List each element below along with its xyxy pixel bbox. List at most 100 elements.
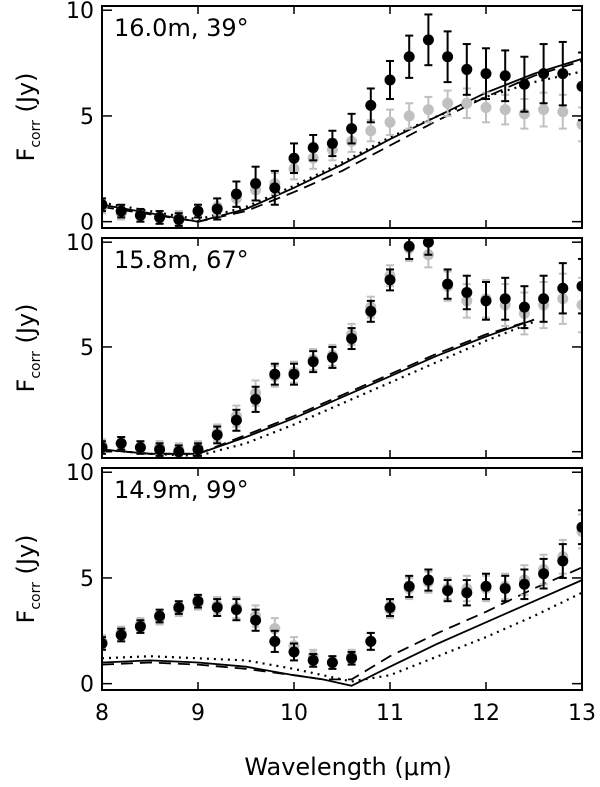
data-point xyxy=(518,78,530,90)
data-point xyxy=(326,351,338,363)
data-point xyxy=(346,652,358,664)
data-point xyxy=(269,182,281,194)
data-point xyxy=(442,97,454,109)
data-point xyxy=(480,295,492,307)
data-point xyxy=(346,333,358,345)
axes-frame xyxy=(101,5,583,229)
y-tick-label: 10 xyxy=(66,461,94,486)
data-point xyxy=(250,614,262,626)
data-point xyxy=(288,368,300,380)
x-tick-label: 10 xyxy=(280,701,308,726)
data-point xyxy=(230,604,242,616)
data-point xyxy=(365,99,377,111)
data-point xyxy=(538,568,550,580)
data-point xyxy=(173,602,185,614)
plot-area xyxy=(102,509,582,687)
data-point xyxy=(346,123,358,135)
axes-frame xyxy=(101,467,583,691)
data-point xyxy=(102,637,108,649)
data-point xyxy=(422,238,434,248)
data-point xyxy=(576,280,582,292)
data-point xyxy=(518,301,530,313)
data-point xyxy=(230,414,242,426)
data-point xyxy=(538,293,550,305)
data-point xyxy=(134,442,146,454)
model-curve-solid xyxy=(102,318,535,455)
model-curve-solid xyxy=(102,579,582,687)
data-point xyxy=(307,654,319,666)
y-tick-label: 5 xyxy=(80,105,94,130)
data-point xyxy=(499,70,511,82)
x-tick-label: 8 xyxy=(95,701,109,726)
data-point xyxy=(557,282,569,294)
data-point xyxy=(115,437,127,449)
data-point xyxy=(326,137,338,149)
data-point xyxy=(557,68,569,80)
data-point xyxy=(422,574,434,586)
panel-1: 0 5 10 16.0m, 39° Fcorr (Jy) xyxy=(12,0,583,236)
y-tick-label: 0 xyxy=(80,211,94,236)
data-point xyxy=(173,446,185,458)
data-point xyxy=(480,68,492,80)
data-point xyxy=(557,106,569,118)
y-tick-label: 10 xyxy=(66,0,94,24)
data-point xyxy=(403,240,415,252)
data-point xyxy=(384,274,396,286)
data-point xyxy=(442,51,454,63)
data-point xyxy=(230,188,242,200)
model-curve-dashed xyxy=(102,318,535,455)
panels: 0 5 10 16.0m, 39° Fcorr (Jy) 0 5 10 15.8m, 67° Fc… xyxy=(12,0,596,726)
data-point xyxy=(307,142,319,154)
y-axis-label: Fcorr (Jy) xyxy=(12,73,44,162)
data-point xyxy=(192,595,204,607)
y-tick-label: 5 xyxy=(80,567,94,592)
data-point xyxy=(518,578,530,590)
data-point xyxy=(403,110,415,122)
data-point xyxy=(557,555,569,567)
data-point xyxy=(384,74,396,86)
data-point xyxy=(461,587,473,599)
data-point xyxy=(461,63,473,75)
panel-2: 0 5 10 15.8m, 67° Fcorr (Jy) xyxy=(12,231,583,466)
panel-label: 16.0m, 39° xyxy=(114,14,249,42)
data-point xyxy=(576,80,582,92)
data-point xyxy=(102,442,108,454)
data-point xyxy=(211,429,223,441)
data-point xyxy=(326,657,338,669)
data-point xyxy=(115,629,127,641)
data-point xyxy=(422,104,434,116)
data-point xyxy=(192,444,204,456)
data-point xyxy=(211,602,223,614)
data-point xyxy=(576,118,582,130)
data-point xyxy=(154,444,166,456)
data-point xyxy=(288,152,300,164)
y-axis-label: Fcorr (Jy) xyxy=(12,304,44,393)
data-point xyxy=(422,34,434,46)
data-point xyxy=(134,209,146,221)
data-point xyxy=(499,293,511,305)
data-point xyxy=(538,104,550,116)
data-point xyxy=(269,635,281,647)
x-tick-label: 13 xyxy=(568,701,596,726)
data-point xyxy=(307,356,319,368)
data-point xyxy=(365,125,377,137)
data-point xyxy=(288,646,300,658)
x-tick-label: 12 xyxy=(472,701,500,726)
data-point xyxy=(211,203,223,215)
plot-area xyxy=(102,238,582,458)
data-point xyxy=(499,104,511,116)
x-tick-label: 11 xyxy=(376,701,404,726)
data-point xyxy=(365,305,377,317)
model-curve-solid xyxy=(102,58,582,223)
data-point xyxy=(576,521,582,533)
data-point xyxy=(154,610,166,622)
data-point xyxy=(269,368,281,380)
x-axis-label: Wavelength (μm) xyxy=(244,753,451,781)
data-point xyxy=(173,214,185,226)
data-point xyxy=(384,116,396,128)
data-point xyxy=(576,299,582,311)
data-point xyxy=(480,580,492,592)
data-point xyxy=(538,68,550,80)
model-curve-dashed xyxy=(102,566,582,681)
